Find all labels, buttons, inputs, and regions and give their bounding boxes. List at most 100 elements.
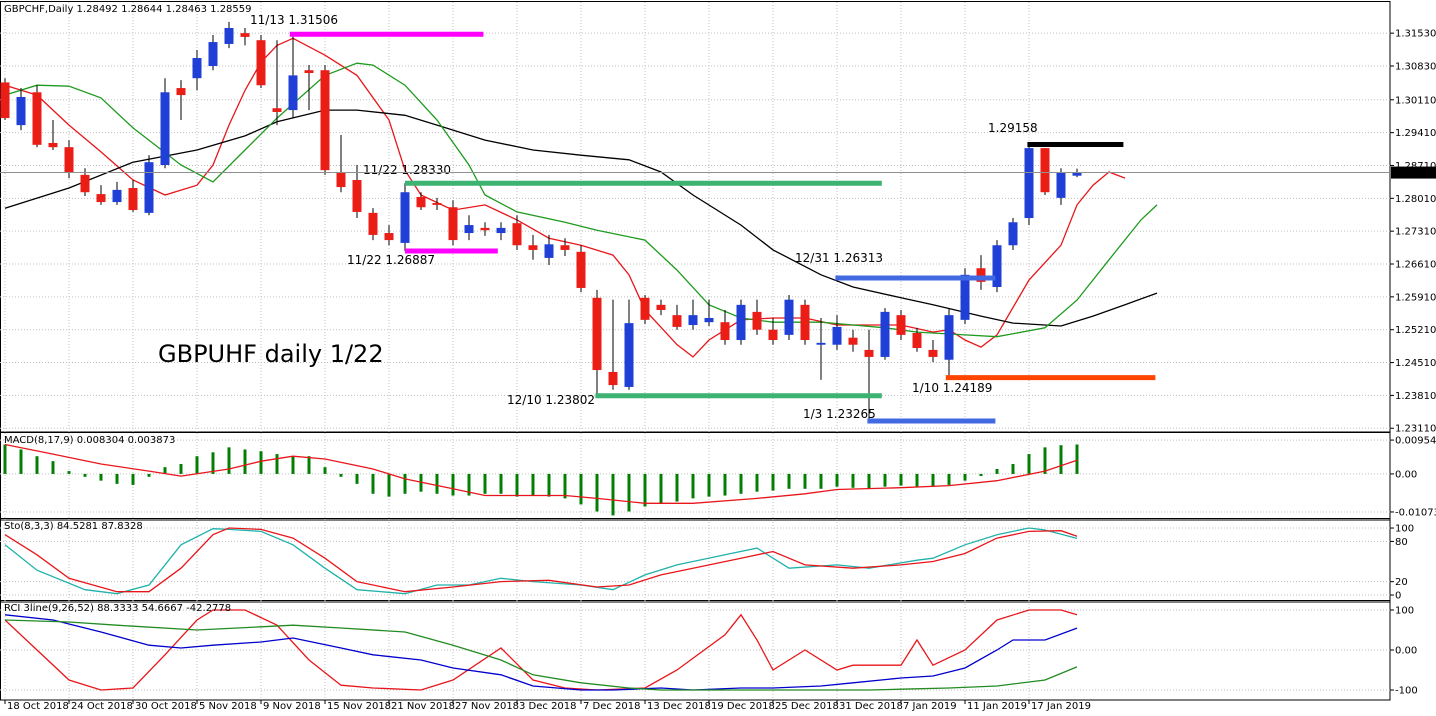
x-tick-label: 7 Jan 2019 bbox=[903, 701, 957, 712]
histogram-bar bbox=[723, 473, 727, 496]
candle-body bbox=[0, 82, 10, 119]
y-tick-label: 0 bbox=[1395, 591, 1401, 602]
candle-body bbox=[48, 142, 58, 148]
candle-body bbox=[720, 322, 730, 341]
x-tick-label: 9 Nov 2018 bbox=[263, 701, 321, 712]
panel-frame bbox=[0, 432, 1391, 521]
y-tick-label: 0.00 bbox=[1395, 469, 1417, 480]
candle-body bbox=[928, 349, 938, 357]
annotation: 11/13 1.31506 bbox=[250, 13, 338, 27]
y-tick-label: 1.25910 bbox=[1395, 292, 1436, 303]
histogram-bar bbox=[963, 473, 967, 481]
histogram-bar bbox=[355, 473, 359, 484]
histogram-bar bbox=[243, 449, 247, 474]
y-tick-label: 100 bbox=[1395, 606, 1414, 617]
candle-body bbox=[672, 315, 682, 327]
candle-body bbox=[448, 207, 458, 241]
indicator-line bbox=[4, 609, 1078, 691]
histogram-bar bbox=[771, 473, 775, 491]
histogram-bar bbox=[675, 473, 679, 502]
histogram-bar bbox=[1075, 444, 1079, 474]
candle-body bbox=[1024, 148, 1034, 219]
candle-body bbox=[544, 244, 554, 258]
candle-body bbox=[80, 174, 90, 193]
histogram-bar bbox=[371, 473, 375, 494]
histogram-bar bbox=[899, 473, 903, 486]
candle-body bbox=[768, 329, 778, 341]
last-price-label: 1.28559 bbox=[1394, 169, 1435, 180]
histogram-bar bbox=[211, 452, 215, 474]
histogram-bar bbox=[227, 447, 231, 474]
histogram-bar bbox=[835, 473, 839, 487]
histogram-bar bbox=[851, 473, 855, 488]
last-price-box bbox=[1391, 166, 1436, 179]
histogram-bar bbox=[1011, 464, 1015, 474]
histogram-bar bbox=[787, 473, 791, 489]
histogram-bar bbox=[99, 473, 103, 481]
y-tick-label: -100 bbox=[1395, 686, 1418, 697]
y-tick-label: 1.26610 bbox=[1395, 260, 1436, 271]
histogram-bar bbox=[931, 473, 935, 487]
histogram-bar bbox=[499, 473, 503, 494]
candle-body bbox=[272, 108, 282, 112]
histogram-bar bbox=[739, 473, 743, 494]
candle-body bbox=[192, 58, 202, 79]
histogram-bar bbox=[179, 464, 183, 474]
indicator-line bbox=[4, 614, 1078, 691]
histogram-bar bbox=[131, 473, 135, 485]
x-tick-label: 27 Nov 2018 bbox=[455, 701, 519, 712]
y-tick-label: -0.010732 bbox=[1395, 507, 1436, 518]
candle-body bbox=[32, 92, 42, 145]
y-tick-label: 1.29410 bbox=[1395, 128, 1436, 139]
y-tick-label: 1.30110 bbox=[1395, 95, 1436, 106]
y-tick-label: 20 bbox=[1395, 577, 1408, 588]
indicator-line bbox=[4, 37, 1126, 358]
candle-body bbox=[848, 337, 858, 345]
histogram-bar bbox=[67, 471, 71, 474]
chart-title: GBPCHF,Daily 1.28492 1.28644 1.28463 1.2… bbox=[4, 4, 252, 15]
candle-body bbox=[880, 311, 890, 357]
histogram-bar bbox=[1043, 447, 1047, 474]
indicator-line bbox=[4, 527, 1078, 593]
candle-body bbox=[400, 192, 410, 243]
candle-body bbox=[1040, 148, 1050, 193]
candle-body bbox=[496, 227, 506, 234]
histogram-bar bbox=[339, 473, 343, 477]
candle-body bbox=[832, 326, 842, 345]
histogram-bar bbox=[483, 473, 487, 494]
histogram-bar bbox=[35, 456, 39, 474]
x-tick-label: 19 Dec 2018 bbox=[711, 701, 775, 712]
candle-body bbox=[592, 297, 602, 371]
histogram-bar bbox=[531, 473, 535, 496]
candle-body bbox=[640, 297, 650, 320]
candle-body bbox=[1008, 222, 1018, 246]
histogram-bar bbox=[515, 473, 519, 497]
candle-body bbox=[96, 194, 106, 203]
candle-body bbox=[576, 251, 586, 288]
panel-title: MACD(8,17,9) 0.008304 0.003873 bbox=[4, 435, 175, 446]
candle-body bbox=[352, 180, 362, 212]
histogram-bar bbox=[1059, 445, 1063, 474]
histogram-bar bbox=[819, 473, 823, 489]
annotation: 12/10 1.23802 bbox=[507, 393, 595, 407]
histogram-bar bbox=[83, 473, 87, 477]
candle-body bbox=[656, 304, 666, 310]
candle-body bbox=[960, 274, 970, 320]
panel-title: RCI 3line(9,26,52) 88.3333 54.6667 -42.2… bbox=[4, 603, 231, 614]
candle-body bbox=[304, 70, 314, 74]
histogram-bar bbox=[579, 473, 583, 505]
chart-annotation: GBPUHF daily 1/22 bbox=[158, 340, 384, 368]
x-tick-label: 3 Dec 2018 bbox=[519, 701, 577, 712]
candle-body bbox=[1072, 172, 1082, 176]
candle-body bbox=[384, 233, 394, 241]
annotation: 1/3 1.23265 bbox=[803, 407, 876, 421]
histogram-bar bbox=[147, 473, 151, 477]
histogram-bar bbox=[275, 454, 279, 474]
candle-body bbox=[144, 162, 154, 213]
histogram-bar bbox=[435, 473, 439, 494]
x-tick-label: 30 Oct 2018 bbox=[135, 701, 197, 712]
histogram-bar bbox=[195, 456, 199, 474]
candle-body bbox=[112, 189, 122, 203]
